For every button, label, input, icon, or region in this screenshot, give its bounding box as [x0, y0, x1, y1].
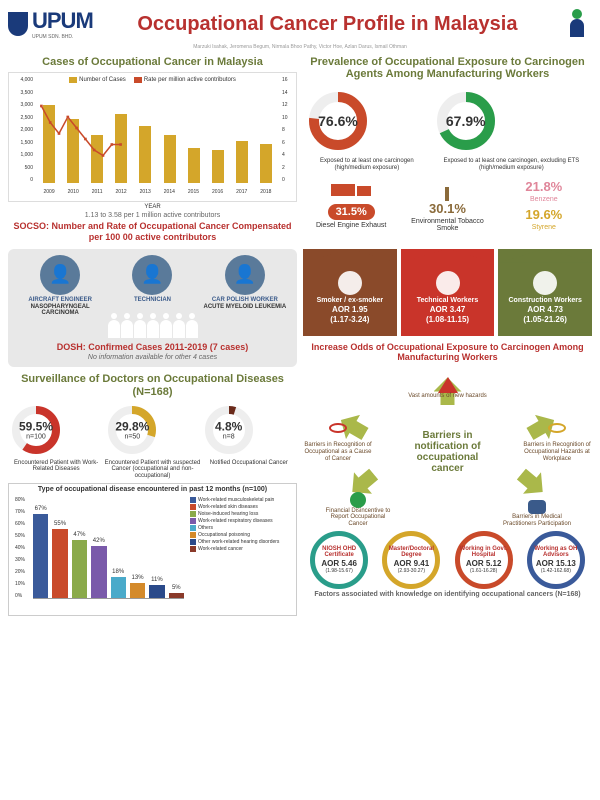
- cases-chart: Number of Cases Rate per million active …: [8, 72, 297, 202]
- page-title: Occupational Cancer Profile in Malaysia: [137, 13, 517, 35]
- truck-icon: [331, 180, 371, 204]
- surveillance-title: Surveillance of Doctors on Occupational …: [8, 373, 297, 397]
- barriers-diagram: Barriers in notification of occupational…: [303, 377, 592, 527]
- benzene-styrene: 21.8% Benzene 19.6% Styrene: [496, 179, 592, 231]
- authors: Marzuki Isahak, Jeromena Begum, Nirmala …: [8, 44, 592, 50]
- upum-logo: UPUM UPUM SDN. BHD.: [8, 8, 93, 40]
- disease-types-chart: Type of occupational disease encountered…: [8, 483, 297, 616]
- dosh-cases: 👤AIRCRAFT ENGINEERNASOPHARYNGEAL CARCINO…: [8, 249, 297, 368]
- niosh-logo: [562, 9, 592, 39]
- upum-text: UPUM: [32, 8, 93, 34]
- odds-caption: Increase Odds of Occupational Exposure t…: [303, 342, 592, 364]
- prevalence-title: Prevalence of Occupational Exposure to C…: [303, 56, 592, 80]
- diesel-item: 31.5% Diesel Engine Exhaust: [303, 180, 399, 229]
- shield-icon: [8, 12, 28, 36]
- smoke-icon: [437, 177, 457, 201]
- header: UPUM UPUM SDN. BHD. Occupational Cancer …: [8, 8, 592, 40]
- factors-caption: Factors associated with knowledge on ide…: [303, 591, 592, 598]
- eye-icon: [329, 423, 347, 441]
- warning-icon: [438, 377, 458, 393]
- ets-item: 30.1% Environmental Tobacco Smoke: [399, 177, 495, 232]
- people-icon: [528, 500, 546, 514]
- eye-icon: [548, 423, 566, 441]
- socso-caption: SOCSO: Number and Rate of Occupational C…: [8, 221, 297, 243]
- cases-title: Cases of Occupational Cancer in Malaysia: [8, 56, 297, 68]
- money-icon: [350, 492, 366, 508]
